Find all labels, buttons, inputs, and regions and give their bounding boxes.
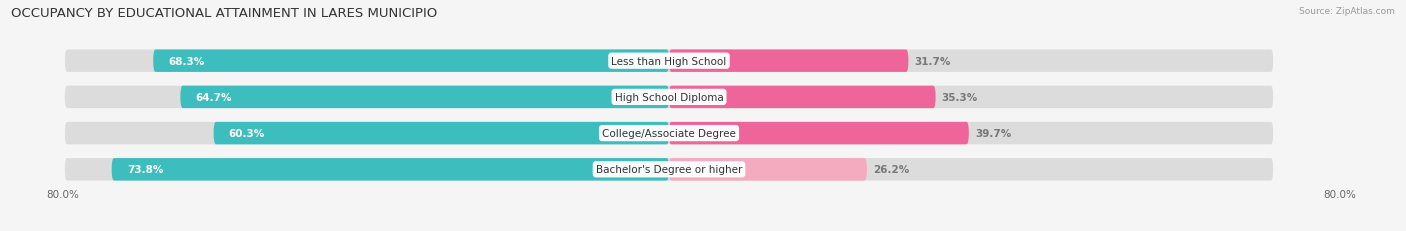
FancyBboxPatch shape	[669, 86, 935, 109]
Text: High School Diploma: High School Diploma	[614, 92, 724, 103]
Text: 26.2%: 26.2%	[873, 165, 910, 175]
Text: 73.8%: 73.8%	[127, 165, 163, 175]
Text: Bachelor's Degree or higher: Bachelor's Degree or higher	[596, 165, 742, 175]
Text: 60.3%: 60.3%	[229, 128, 264, 139]
FancyBboxPatch shape	[180, 86, 669, 109]
Text: 64.7%: 64.7%	[195, 92, 232, 103]
FancyBboxPatch shape	[669, 158, 868, 181]
FancyBboxPatch shape	[669, 122, 969, 145]
Text: 68.3%: 68.3%	[169, 56, 204, 66]
Text: 39.7%: 39.7%	[974, 128, 1011, 139]
FancyBboxPatch shape	[65, 50, 1274, 73]
Text: Less than High School: Less than High School	[612, 56, 727, 66]
FancyBboxPatch shape	[65, 122, 1274, 145]
FancyBboxPatch shape	[669, 50, 908, 73]
Text: 35.3%: 35.3%	[942, 92, 979, 103]
FancyBboxPatch shape	[65, 158, 1274, 181]
Text: College/Associate Degree: College/Associate Degree	[602, 128, 735, 139]
FancyBboxPatch shape	[153, 50, 669, 73]
Text: 80.0%: 80.0%	[1323, 189, 1357, 199]
Text: 31.7%: 31.7%	[914, 56, 950, 66]
Text: Source: ZipAtlas.com: Source: ZipAtlas.com	[1299, 7, 1395, 16]
FancyBboxPatch shape	[111, 158, 669, 181]
FancyBboxPatch shape	[214, 122, 669, 145]
Text: 80.0%: 80.0%	[46, 189, 79, 199]
FancyBboxPatch shape	[65, 86, 1274, 109]
Text: OCCUPANCY BY EDUCATIONAL ATTAINMENT IN LARES MUNICIPIO: OCCUPANCY BY EDUCATIONAL ATTAINMENT IN L…	[11, 7, 437, 20]
